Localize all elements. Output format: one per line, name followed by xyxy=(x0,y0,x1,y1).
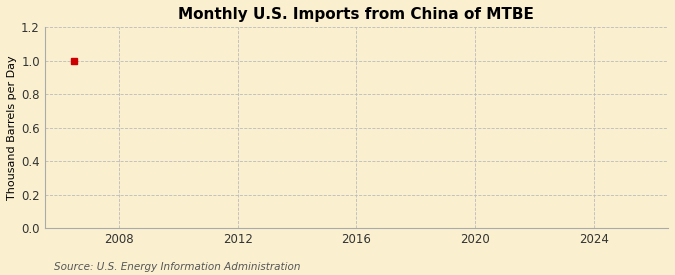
Y-axis label: Thousand Barrels per Day: Thousand Barrels per Day xyxy=(7,56,17,200)
Title: Monthly U.S. Imports from China of MTBE: Monthly U.S. Imports from China of MTBE xyxy=(178,7,535,22)
Text: Source: U.S. Energy Information Administration: Source: U.S. Energy Information Administ… xyxy=(54,262,300,272)
